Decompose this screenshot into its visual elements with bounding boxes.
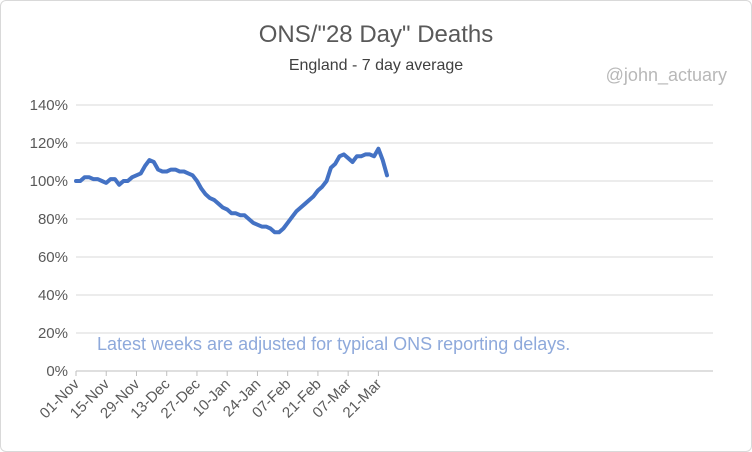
y-axis-ticks: 0% 20% 40% 60% 80% 100% 120% 140% — [30, 97, 68, 380]
x-axis-ticks: 01-Nov15-Nov29-Nov13-Dec27-Dec10-Jan24-J… — [37, 371, 385, 422]
y-tick-label: 40% — [38, 287, 68, 304]
y-tick-label: 60% — [38, 249, 68, 266]
chart-title: ONS/"28 Day" Deaths — [258, 21, 494, 48]
adjustment-note: Latest weeks are adjusted for typical ON… — [97, 334, 571, 354]
y-tick-label: 100% — [30, 173, 68, 190]
gridlines — [76, 104, 713, 372]
y-tick-label: 120% — [30, 135, 68, 152]
y-tick-label: 80% — [38, 211, 68, 228]
author-watermark: @john_actuary — [605, 65, 727, 85]
y-tick-label: 140% — [30, 97, 68, 114]
deaths-series-line — [74, 146, 389, 235]
y-tick-label: 20% — [38, 325, 68, 342]
chart-subtitle: England - 7 day average — [288, 57, 464, 74]
y-tick-label: 0% — [46, 363, 68, 380]
